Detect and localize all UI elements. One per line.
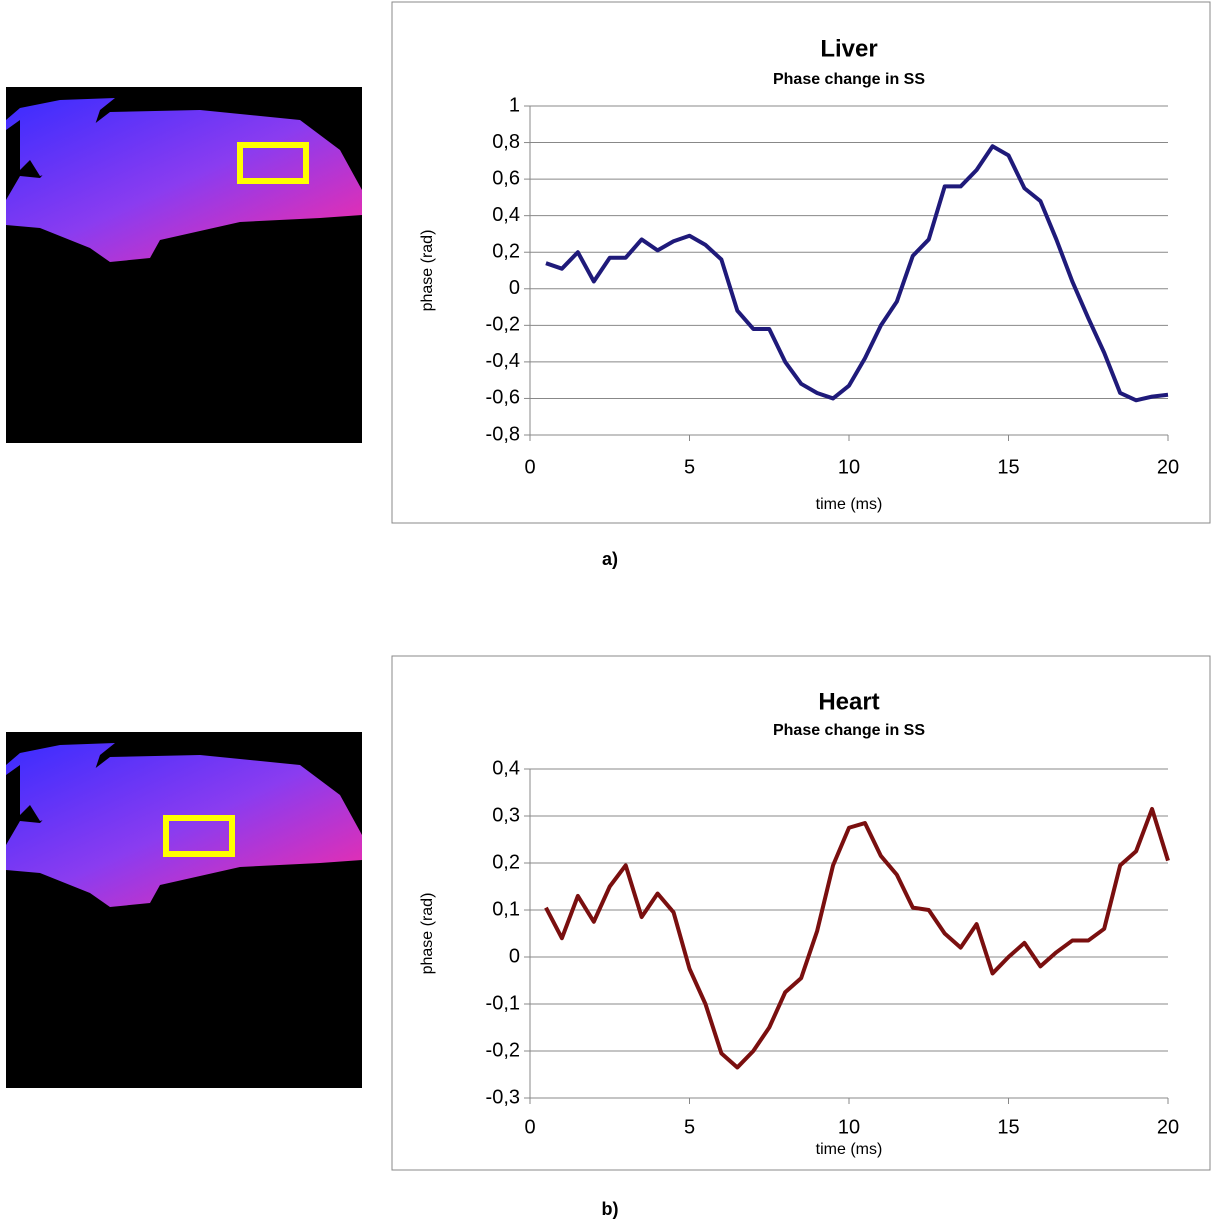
figure: Liver Phase change in SS time (ms) phase (r…: [0, 0, 1212, 1225]
x-tick-label: 15: [997, 1116, 1019, 1138]
y-tick-label: 0,2: [492, 851, 520, 873]
y-tick-label: -0,3: [486, 1086, 520, 1108]
y-tick-label: 1: [509, 94, 520, 116]
caption: a): [602, 549, 618, 569]
y-tick-label: 0,6: [492, 167, 520, 189]
x-tick-label: 10: [838, 1116, 860, 1138]
y-tick-label: -0,4: [486, 350, 520, 372]
y-tick-label: -0,8: [486, 423, 520, 445]
y-tick-label: -0,2: [486, 314, 520, 336]
y-tick-label: 0,4: [492, 204, 520, 226]
y-tick-label: -0,6: [486, 387, 520, 409]
mri-image-b: [6, 732, 362, 1088]
y-tick-label: 0: [509, 277, 520, 299]
y-tick-label: 0,3: [492, 804, 520, 826]
y-axis-label: phase (rad): [419, 230, 436, 312]
x-tick-label: 5: [684, 1116, 695, 1138]
x-tick-label: 0: [524, 456, 535, 478]
chart-subtitle: Phase change in SS: [773, 722, 925, 739]
y-tick-label: -0,2: [486, 1039, 520, 1061]
y-tick-label: -0,1: [486, 992, 520, 1014]
y-tick-label: 0,1: [492, 898, 520, 920]
y-tick-label: 0: [509, 945, 520, 967]
caption: b): [602, 1199, 619, 1219]
chart-title: Heart: [818, 688, 879, 715]
y-tick-label: 0,2: [492, 241, 520, 263]
x-tick-label: 5: [684, 456, 695, 478]
x-tick-label: 20: [1157, 1116, 1179, 1138]
y-tick-label: 0,8: [492, 131, 520, 153]
x-axis-label: time (ms): [816, 1141, 883, 1158]
chart-title: Liver: [820, 35, 877, 62]
chart-subtitle: Phase change in SS: [773, 71, 925, 88]
y-tick-label: 0,4: [492, 757, 520, 779]
x-tick-label: 20: [1157, 456, 1179, 478]
y-axis-label: phase (rad): [419, 893, 436, 975]
mri-image-a: [6, 87, 362, 443]
x-tick-label: 0: [524, 1116, 535, 1138]
x-tick-label: 10: [838, 456, 860, 478]
x-tick-label: 15: [997, 456, 1019, 478]
x-axis-label: time (ms): [816, 496, 883, 513]
